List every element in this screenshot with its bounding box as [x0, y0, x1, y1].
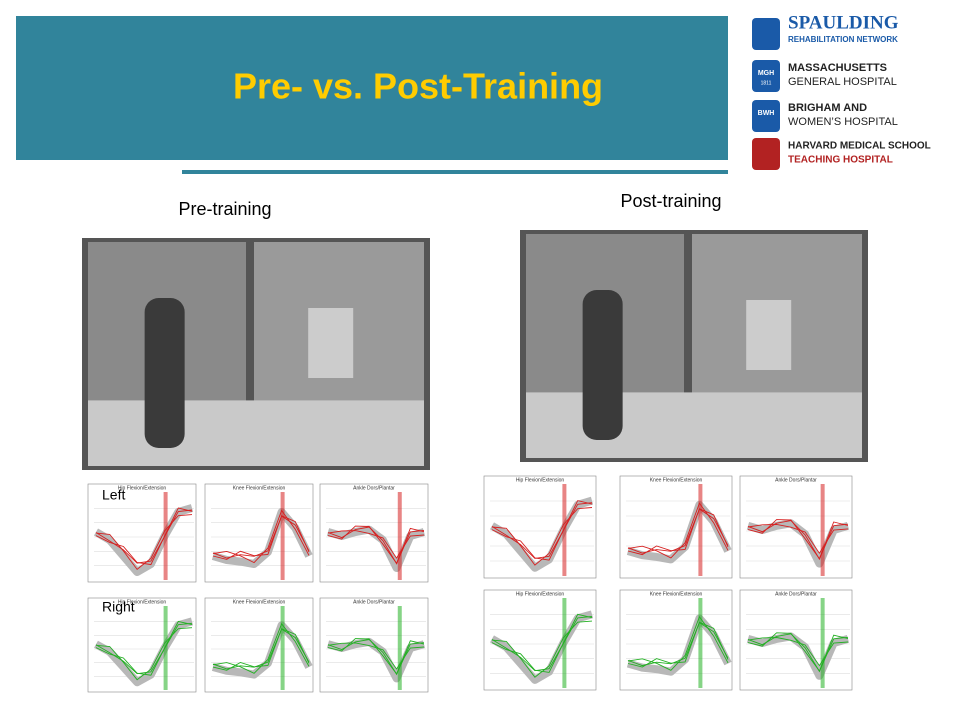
row-label: Right	[102, 599, 135, 615]
gait-trace	[491, 613, 593, 673]
gait-trace	[212, 628, 310, 671]
toe-off-bar	[698, 484, 703, 576]
gait-plot-title: Ankle Dors/Plantar	[775, 477, 817, 483]
logo-name: SPAULDING	[788, 12, 899, 33]
gait-trace	[95, 507, 193, 566]
logo-sub: WOMEN’S HOSPITAL	[788, 116, 898, 128]
gait-trace	[95, 620, 193, 676]
video-person	[144, 298, 185, 448]
gait-trace	[627, 508, 729, 556]
gait-plot-title: Knee Flexion/Extension	[650, 477, 703, 483]
norm-band	[211, 508, 313, 568]
logo-name: MASSACHUSETTS	[788, 62, 887, 74]
logo-icon-text: BWH	[758, 110, 775, 117]
gait-trace	[627, 508, 729, 554]
logo-sub: REHABILITATION NETWORK	[788, 35, 898, 44]
toe-off-bar	[562, 484, 567, 576]
gait-plot-title: Hip Flexion/Extension	[118, 485, 167, 491]
gait-trace	[327, 639, 425, 676]
toe-off-bar	[562, 598, 567, 688]
norm-band	[626, 500, 732, 564]
gait-plot-title: Ankle Dors/Plantar	[353, 599, 395, 605]
toe-off-bar	[163, 606, 168, 690]
gait-plot-title: Hip Flexion/Extension	[516, 591, 565, 597]
gait-trace	[747, 632, 849, 672]
norm-band	[626, 614, 732, 676]
toe-off-bar	[280, 492, 285, 580]
gait-trace	[491, 500, 593, 561]
gait-trace	[95, 622, 193, 675]
logo-icon	[752, 60, 780, 92]
toe-off-bar	[820, 598, 825, 688]
gait-plot-title: Ankle Dors/Plantar	[775, 591, 817, 597]
toe-off-bar	[820, 484, 825, 576]
divider	[182, 170, 728, 174]
panel-label: Post-training	[620, 191, 721, 211]
gait-trace	[212, 515, 310, 559]
logo-sub: GENERAL HOSPITAL	[788, 76, 897, 88]
gait-plot-title: Knee Flexion/Extension	[233, 599, 286, 605]
toe-off-bar	[397, 492, 402, 580]
gait-trace	[95, 509, 193, 564]
logo-icon-year: 1811	[761, 80, 772, 86]
gait-trace	[212, 628, 310, 670]
slide-title: Pre- vs. Post-Training	[233, 66, 603, 107]
toe-off-bar	[280, 606, 285, 690]
gait-trace	[327, 638, 425, 675]
toe-off-bar	[163, 492, 168, 580]
logo-name: HARVARD MEDICAL SCHOOL	[788, 141, 931, 152]
video-door	[746, 300, 792, 370]
toe-off-bar	[397, 606, 402, 690]
toe-off-bar	[698, 598, 703, 688]
gait-trace	[747, 519, 849, 560]
logo-icon	[752, 100, 780, 132]
row-label: Left	[102, 487, 125, 503]
video-person	[582, 290, 623, 440]
logo-name: BRIGHAM AND	[788, 102, 867, 114]
video-floor	[88, 400, 424, 466]
gait-plot-title: Hip Flexion/Extension	[516, 477, 565, 483]
logo-icon-text: MGH	[758, 70, 774, 77]
gait-trace	[491, 615, 593, 672]
gait-trace	[212, 515, 310, 560]
logo-sub: TEACHING HOSPITAL	[788, 155, 893, 166]
gait-trace	[627, 621, 729, 667]
video-floor	[526, 392, 862, 458]
logo-icon	[752, 138, 780, 170]
gait-plot-title: Ankle Dors/Plantar	[353, 485, 395, 491]
gait-plot-title: Knee Flexion/Extension	[233, 485, 286, 491]
panel-label: Pre-training	[178, 199, 271, 219]
norm-band	[211, 621, 313, 679]
gait-trace	[627, 621, 729, 668]
video-door	[308, 308, 354, 378]
title-banner	[16, 16, 728, 160]
logo-icon	[752, 18, 780, 50]
gait-trace	[327, 525, 425, 565]
gait-trace	[491, 502, 593, 559]
gait-plot-title: Hip Flexion/Extension	[118, 599, 167, 605]
gait-trace	[747, 520, 849, 561]
gait-plot-title: Knee Flexion/Extension	[650, 591, 703, 597]
